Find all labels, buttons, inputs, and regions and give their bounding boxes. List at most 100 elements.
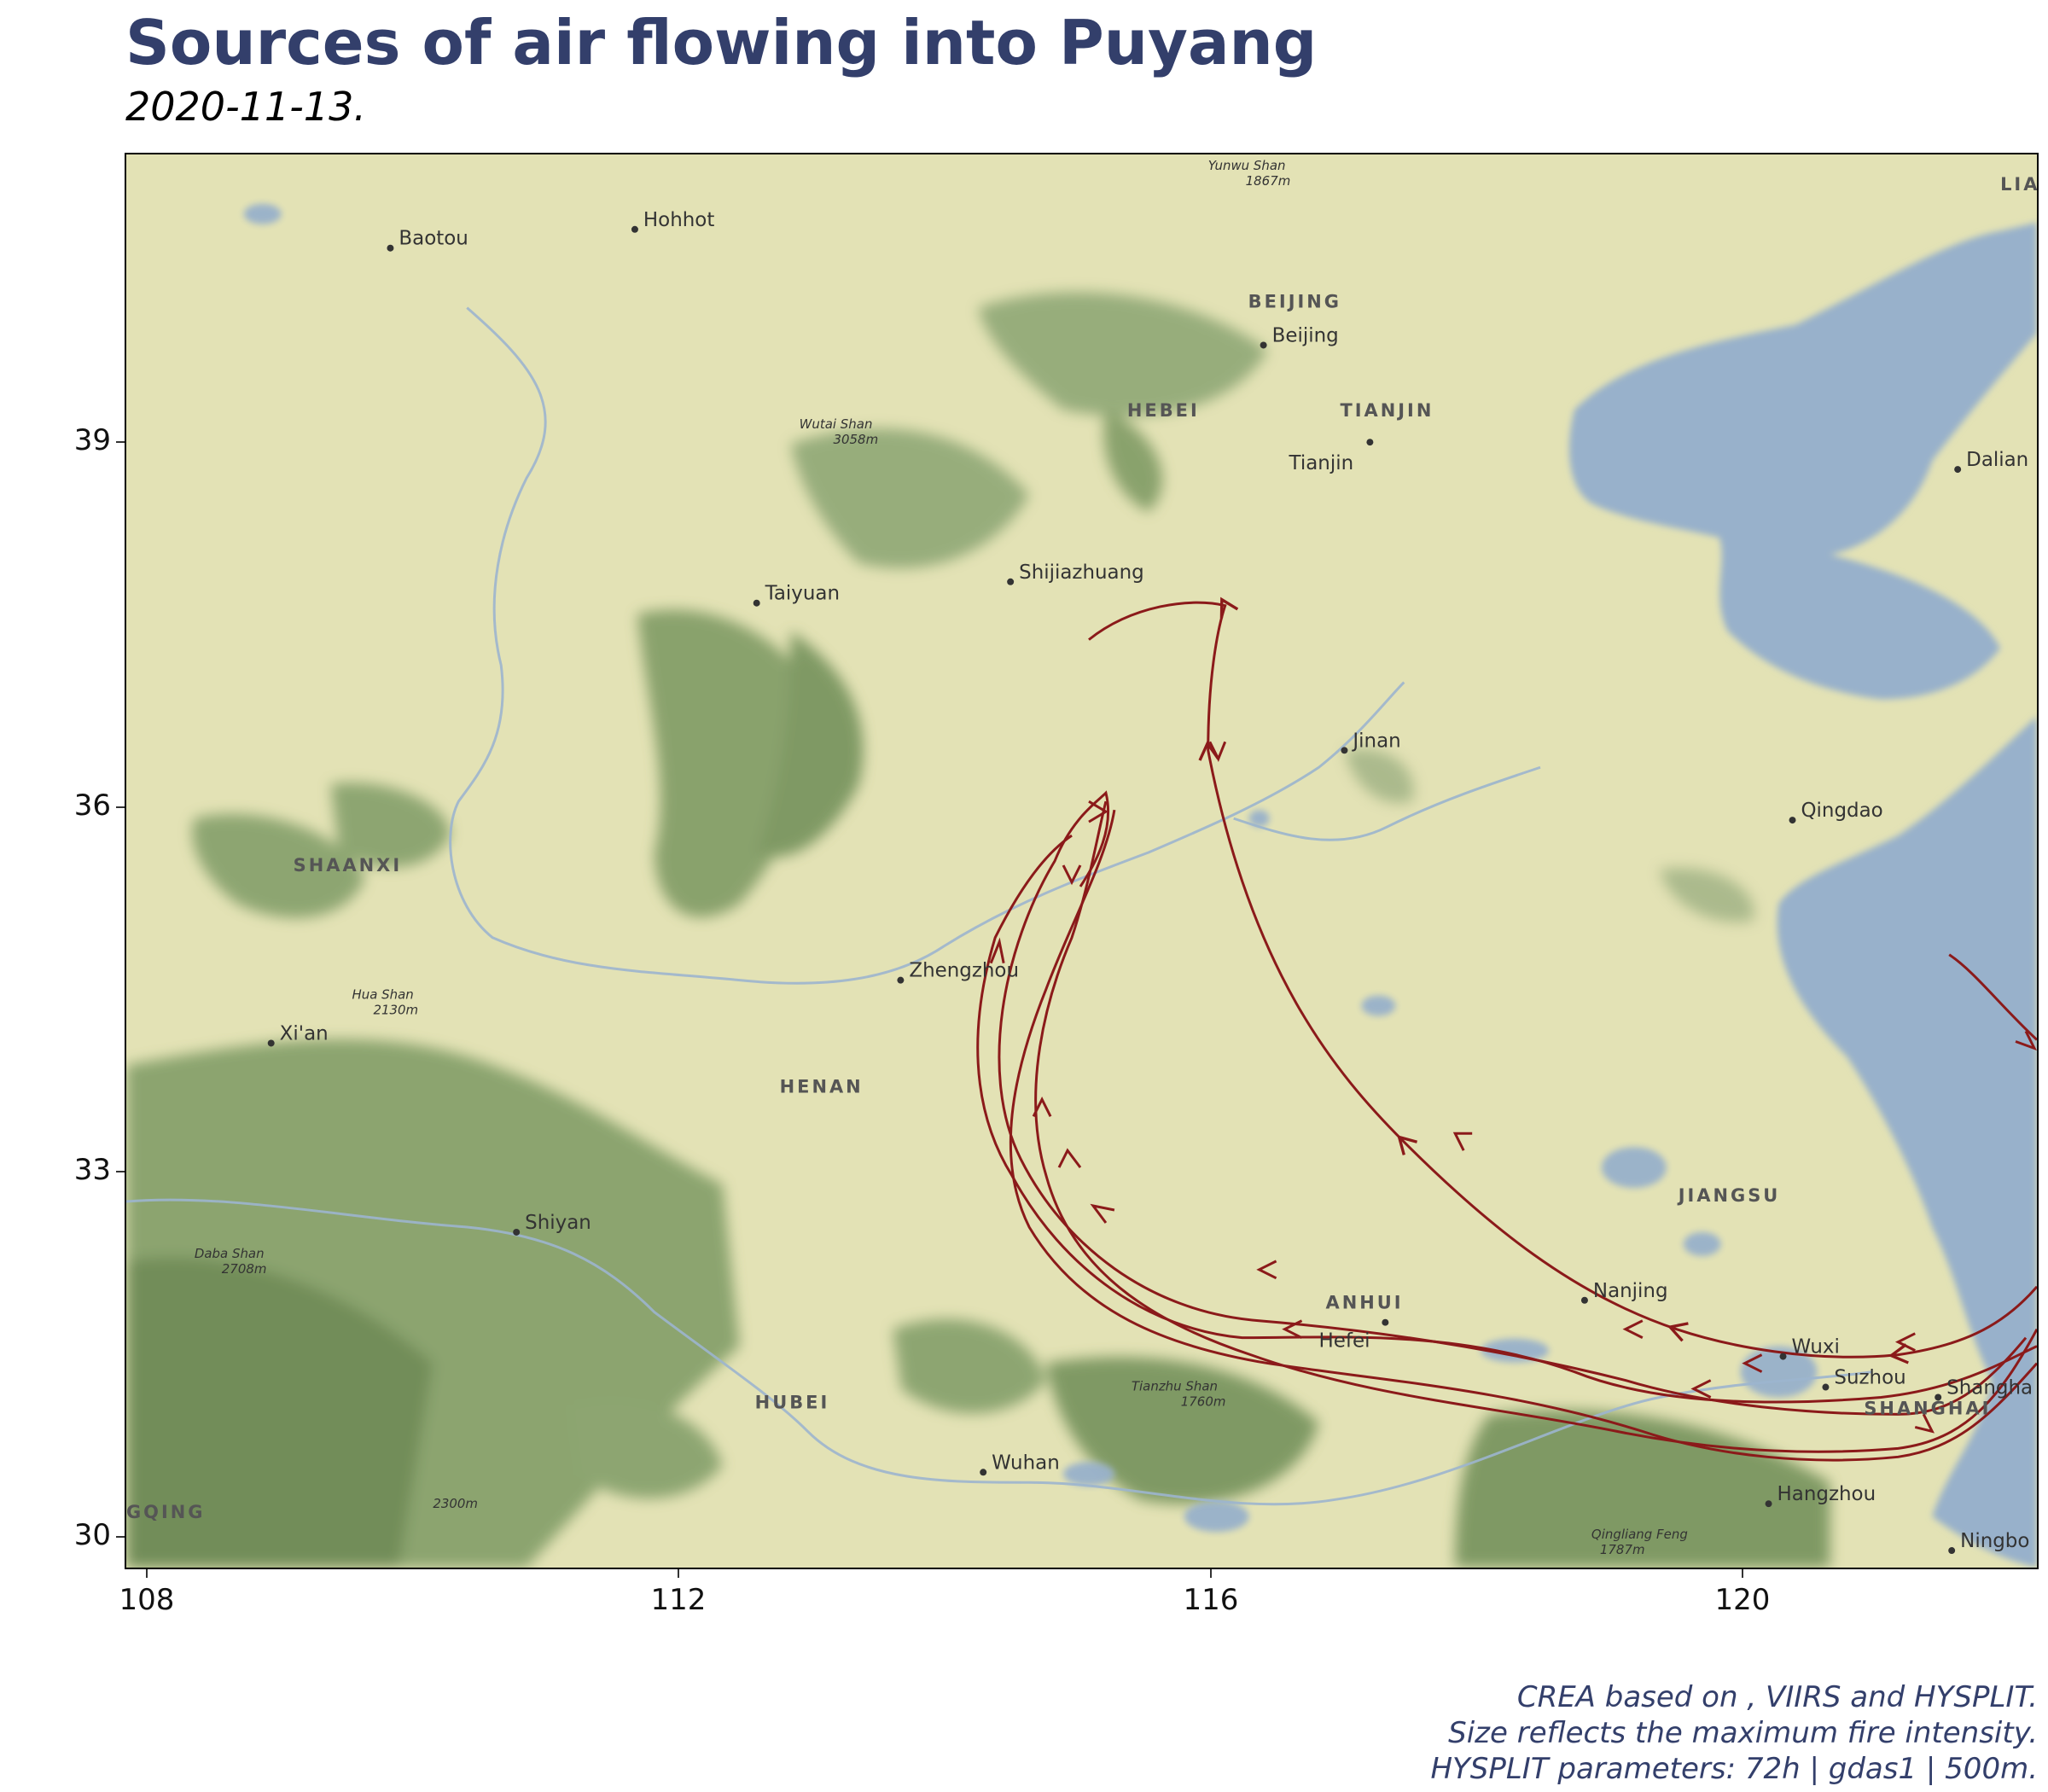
city-hefei: Hefei — [1319, 1318, 1389, 1353]
city-wuxi: Wuxi — [1779, 1336, 1840, 1360]
city-hohhot: Hohhot — [631, 209, 714, 233]
y-tick-label: 39 — [73, 423, 111, 457]
city-shijiazhuang: Shijiazhuang — [1007, 561, 1144, 585]
trajectory-line-6 — [1948, 953, 2037, 1041]
city-label: Zhengzhou — [909, 960, 1019, 982]
y-tick-label: 36 — [73, 788, 111, 823]
svg-text:Wutai Shan: Wutai Shan — [800, 416, 873, 432]
trajectory-line-5 — [1009, 809, 2037, 1462]
city-ningbo: Ningbo — [1948, 1530, 2029, 1555]
province-label: LIA — [2000, 174, 2037, 195]
city-beijing: Beijing — [1260, 324, 1339, 349]
y-tick-mark — [116, 1171, 125, 1172]
y-tick-mark — [116, 806, 125, 808]
svg-text:Daba Shan: Daba Shan — [195, 1246, 265, 1261]
x-tick-mark — [1210, 1569, 1212, 1578]
city-wuhan: Wuhan — [980, 1452, 1060, 1476]
city-xian: Xi'an — [267, 1023, 329, 1047]
y-tick-label: 30 — [73, 1518, 111, 1552]
city-shiyan: Shiyan — [513, 1212, 591, 1236]
svg-text:2708m: 2708m — [222, 1261, 267, 1277]
trajectory-line-2 — [976, 834, 2037, 1404]
peak-layer: Yunwu Shan 1867m Wutai Shan 3058m Hua Sh… — [195, 158, 1688, 1557]
trajectory-arrowhead — [1452, 1132, 1473, 1151]
x-tick-mark — [678, 1569, 679, 1578]
trajectory-arrowhead — [1690, 1379, 1712, 1399]
y-tick-mark — [116, 1536, 125, 1538]
peak-yunwu-shan: Yunwu Shan 1867m — [1208, 158, 1291, 189]
svg-text:2130m: 2130m — [373, 1003, 418, 1018]
city-label: Qingdao — [1801, 800, 1882, 822]
city-label: Hefei — [1319, 1330, 1370, 1353]
svg-text:Yunwu Shan: Yunwu Shan — [1208, 158, 1286, 173]
trajectory-arrowhead — [1062, 864, 1082, 886]
svg-text:3058m: 3058m — [834, 432, 879, 447]
trajectory-line-1 — [1088, 596, 2037, 1364]
city-hangzhou: Hangzhou — [1765, 1483, 1876, 1508]
province-label: BEIJING — [1248, 292, 1341, 312]
city-label: Wuhan — [992, 1452, 1060, 1474]
trajectory-arrowhead — [1282, 1319, 1303, 1339]
trajectory-arrowhead — [989, 937, 1005, 964]
province-label: GQING — [126, 1502, 205, 1522]
city-label: Hangzhou — [1777, 1483, 1876, 1505]
city-label: Jinan — [1351, 730, 1400, 752]
svg-text:Tianzhu Shan: Tianzhu Shan — [1132, 1379, 1218, 1394]
city-label: Baotou — [399, 228, 468, 250]
hysplit-trajectories — [976, 596, 2037, 1462]
map-panel: Baotou Hohhot Beijing Tianjin Dalian Tai… — [125, 153, 2039, 1569]
svg-text:1867m: 1867m — [1246, 173, 1291, 189]
trajectory-arrowhead — [1742, 1353, 1763, 1373]
trajectory-arrowhead — [1090, 1203, 1115, 1224]
caption-line: CREA based on , VIIRS and HYSPLIT. — [1516, 1680, 2038, 1714]
province-label: SHANGHAI — [1864, 1398, 1991, 1418]
peak-wutai-shan: Wutai Shan 3058m — [800, 416, 879, 447]
province-label: SHAANXI — [294, 855, 402, 876]
city-label: Wuxi — [1792, 1336, 1840, 1359]
city-label: Dalian — [1966, 449, 2028, 471]
province-label: TIANJIN — [1340, 400, 1434, 421]
province-label: JIANGSU — [1677, 1185, 1781, 1206]
province-layer: BEIJING HEBEI TIANJIN SHAANXI HENAN JIAN… — [126, 174, 2037, 1522]
source-caption: CREA based on , VIIRS and HYSPLIT. Size … — [1430, 1679, 2038, 1787]
province-label: HUBEI — [755, 1392, 830, 1412]
trajectory-arrowhead — [1914, 1413, 1935, 1434]
city-label: Tianjin — [1289, 452, 1354, 474]
svg-text:1787m: 1787m — [1600, 1542, 1645, 1557]
city-label: Xi'an — [280, 1023, 329, 1045]
city-nanjing: Nanjing — [1580, 1280, 1668, 1304]
city-qingdao: Qingdao — [1789, 800, 1883, 824]
trajectory-arrowhead — [1208, 741, 1227, 762]
city-label: Shiyan — [525, 1212, 591, 1234]
trajectory-arrowhead — [1032, 1096, 1052, 1117]
city-jinan: Jinan — [1341, 730, 1401, 754]
city-suzhou: Suzhou — [1822, 1367, 1906, 1391]
x-tick-label: 116 — [1183, 1583, 1239, 1617]
city-label: Hohhot — [643, 209, 714, 231]
x-tick-label: 120 — [1714, 1583, 1771, 1617]
city-shanghai: Shangha — [1935, 1376, 2033, 1401]
peak-daba-shan: Daba Shan 2708m — [195, 1246, 267, 1277]
peak-tianzhu-shan: Tianzhu Shan 1760m — [1132, 1379, 1226, 1410]
city-baotou: Baotou — [387, 228, 468, 252]
province-label: ANHUI — [1325, 1293, 1403, 1313]
city-label: Nanjing — [1593, 1280, 1668, 1302]
city-label: Ningbo — [1960, 1530, 2029, 1552]
trajectory-arrowhead — [1894, 1332, 1916, 1352]
svg-text:Qingliang Feng: Qingliang Feng — [1591, 1527, 1688, 1542]
trajectory-arrowhead — [1622, 1319, 1644, 1339]
trajectory-line-3 — [998, 790, 2028, 1416]
city-label: Shangha — [1946, 1376, 2033, 1399]
peak-unnamed: 2300m — [433, 1496, 478, 1511]
chart-subtitle: 2020-11-13. — [125, 84, 366, 130]
x-tick-label: 108 — [119, 1583, 175, 1617]
caption-line: Size reflects the maximum fire intensity… — [1448, 1716, 2038, 1750]
svg-text:2300m: 2300m — [433, 1496, 478, 1511]
trajectory-arrowhead — [1088, 800, 1108, 823]
city-label: Suzhou — [1834, 1367, 1905, 1389]
city-dalian: Dalian — [1954, 449, 2028, 474]
y-tick-label: 33 — [73, 1153, 111, 1187]
y-tick-mark — [116, 441, 125, 443]
x-tick-mark — [146, 1569, 148, 1578]
city-label: Beijing — [1272, 324, 1339, 346]
